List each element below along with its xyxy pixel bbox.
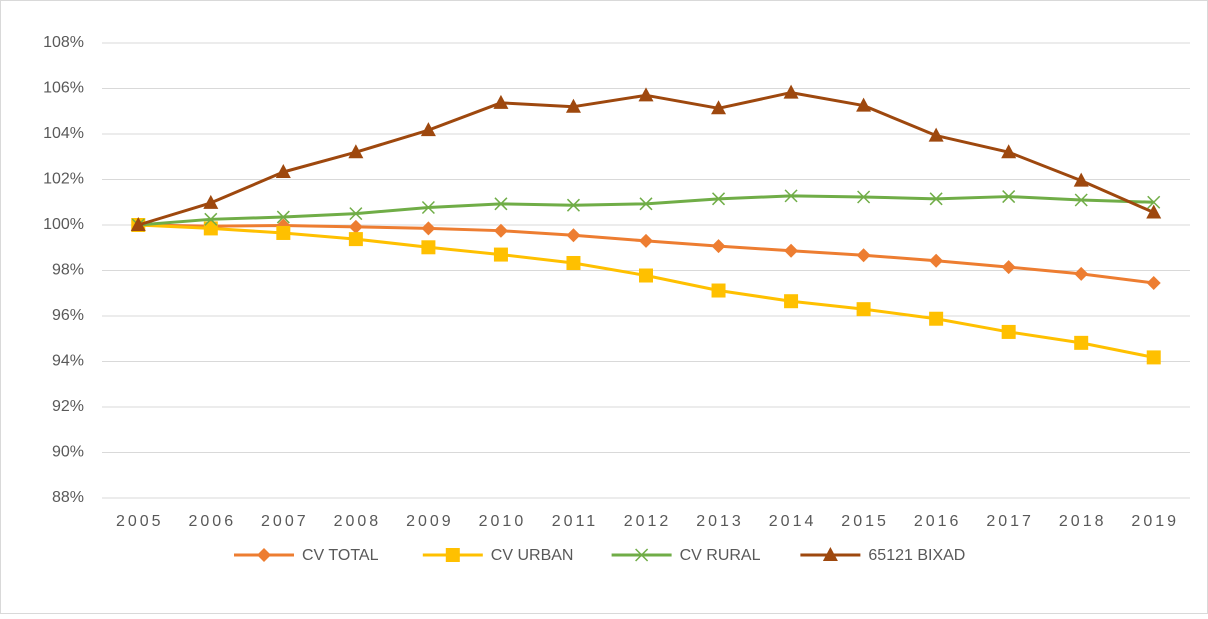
x-tick-label: 2006 xyxy=(189,513,237,530)
point-marker xyxy=(276,225,291,240)
point-marker xyxy=(203,221,218,236)
point-marker xyxy=(276,210,290,224)
point-marker xyxy=(784,294,799,309)
x-tick-label: 2014 xyxy=(769,513,817,530)
point-marker xyxy=(639,268,653,283)
point-marker xyxy=(566,198,580,212)
legend-marker xyxy=(445,548,460,562)
legend-marker xyxy=(257,548,271,562)
legend-label: 65121 BIXAD xyxy=(868,547,965,564)
point-marker xyxy=(1147,195,1161,209)
point-marker xyxy=(565,98,581,113)
point-marker xyxy=(929,311,944,326)
x-tick-label: 2015 xyxy=(841,513,889,530)
point-marker xyxy=(784,243,799,258)
point-marker xyxy=(639,197,653,211)
point-marker xyxy=(493,247,508,262)
point-marker xyxy=(711,239,726,254)
y-tick-label: 94% xyxy=(52,353,84,370)
x-tick-label: 2017 xyxy=(986,513,1034,530)
legend-marker xyxy=(822,547,838,561)
x-tick-label: 2013 xyxy=(696,513,744,530)
y-tick-label: 102% xyxy=(43,171,84,188)
x-tick-label: 2012 xyxy=(624,513,672,530)
point-marker xyxy=(493,94,509,109)
point-marker xyxy=(1074,193,1088,207)
point-marker xyxy=(1001,324,1016,339)
series xyxy=(131,218,1161,365)
legend-marker xyxy=(635,548,649,562)
point-marker xyxy=(203,194,219,209)
point-marker xyxy=(1002,190,1016,204)
point-marker xyxy=(1001,144,1017,159)
y-tick-label: 88% xyxy=(52,489,84,506)
point-marker xyxy=(928,127,944,142)
legend: CV TOTAL CV URBAN CV RURAL 65121 BIXAD xyxy=(234,547,965,564)
point-marker xyxy=(857,190,871,204)
point-marker xyxy=(204,212,218,226)
point-marker xyxy=(275,163,291,178)
point-marker xyxy=(1074,335,1089,350)
point-marker xyxy=(1146,350,1161,365)
y-tick-label: 98% xyxy=(52,262,84,279)
point-marker xyxy=(929,192,943,206)
y-tick-label: 106% xyxy=(43,80,84,97)
point-marker xyxy=(566,255,581,270)
point-marker xyxy=(639,233,653,248)
point-marker xyxy=(421,200,435,215)
y-tick-label: 90% xyxy=(52,444,84,461)
x-tick-label: 2007 xyxy=(261,513,309,530)
point-marker xyxy=(711,100,727,115)
point-marker xyxy=(856,97,872,112)
y-tick-label: 92% xyxy=(52,398,84,415)
y-tick-label: 96% xyxy=(52,307,84,324)
y-tick-label: 108% xyxy=(43,34,84,51)
x-tick-label: 2019 xyxy=(1131,513,1179,530)
x-tick-label: 2010 xyxy=(479,513,527,530)
point-marker xyxy=(493,223,508,238)
x-tick-label: 2009 xyxy=(406,513,454,530)
legend-label: CV RURAL xyxy=(680,547,761,564)
point-marker xyxy=(348,144,364,159)
point-marker xyxy=(566,228,581,243)
legend-label: CV TOTAL xyxy=(302,547,379,564)
point-marker xyxy=(856,302,871,317)
point-marker xyxy=(856,248,871,263)
series xyxy=(130,84,1162,231)
point-marker xyxy=(494,197,508,211)
x-tick-label: 2005 xyxy=(116,513,164,530)
x-tick-label: 2018 xyxy=(1059,513,1107,530)
point-marker xyxy=(1146,276,1161,291)
point-marker xyxy=(1001,260,1016,275)
point-marker xyxy=(420,122,436,137)
point-marker xyxy=(1074,266,1089,281)
point-marker xyxy=(784,189,798,203)
x-tick-label: 2008 xyxy=(334,513,382,530)
point-marker xyxy=(638,87,654,102)
y-tick-label: 104% xyxy=(43,125,84,142)
point-marker xyxy=(711,283,726,298)
point-marker xyxy=(349,207,363,221)
point-marker xyxy=(348,232,363,247)
point-marker xyxy=(1146,204,1162,219)
point-marker xyxy=(1073,172,1089,187)
point-marker xyxy=(348,219,363,234)
y-tick-label: 100% xyxy=(43,216,84,233)
point-marker xyxy=(929,253,944,268)
x-tick-label: 2016 xyxy=(914,513,962,530)
point-marker xyxy=(130,217,146,231)
point-marker xyxy=(783,84,799,99)
point-marker xyxy=(421,221,436,236)
x-tick-label: 2011 xyxy=(552,513,598,530)
legend-label: CV URBAN xyxy=(491,547,574,564)
point-marker xyxy=(421,240,436,255)
point-marker xyxy=(712,192,726,206)
